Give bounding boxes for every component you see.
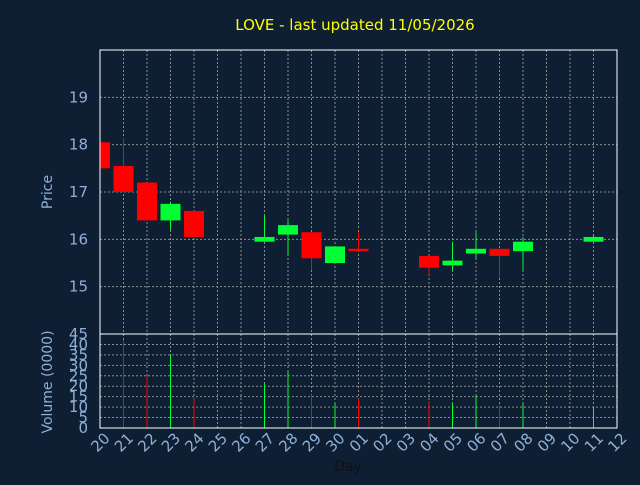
- x-tick-label-21: 21: [111, 429, 137, 455]
- volume-axis-label: Volume (0000): [40, 330, 56, 433]
- x-tick-label-09: 09: [534, 429, 560, 455]
- x-tick-label-22: 22: [134, 429, 160, 455]
- x-tick-label-03: 03: [393, 429, 419, 455]
- plot-frame: [99, 49, 618, 429]
- x-tick-label-30: 30: [322, 429, 348, 455]
- volume-tick-label-45: 45: [69, 325, 88, 343]
- x-tick-label-27: 27: [252, 429, 278, 455]
- price-tick-label-19: 19: [69, 88, 88, 106]
- x-tick-label-06: 06: [463, 429, 489, 455]
- x-tick-label-05: 05: [440, 429, 466, 455]
- candle-body-04: [419, 255, 439, 268]
- volume-tick-label-30: 30: [69, 356, 88, 374]
- candle-body-11: [583, 236, 604, 242]
- chart-title: LOVE - last updated 11/05/2026: [235, 16, 474, 34]
- candle-body-07: [489, 248, 510, 256]
- candle-body-06: [466, 248, 486, 254]
- candle-body-21: [113, 165, 134, 192]
- price-tick-label-17: 17: [69, 183, 88, 201]
- x-tick-label-10: 10: [557, 429, 583, 455]
- candle-body-24: [184, 210, 204, 237]
- volume-tick-label-35: 35: [69, 346, 88, 364]
- x-tick-label-07: 07: [487, 429, 513, 455]
- volume-tick-label-40: 40: [69, 335, 88, 353]
- candle-body-22: [137, 182, 157, 221]
- price-tick-label-16: 16: [69, 230, 88, 248]
- candle-body-27: [254, 236, 275, 242]
- marks-layer: [99, 137, 604, 428]
- x-tick-label-24: 24: [181, 429, 207, 455]
- candle-body-28: [278, 225, 298, 235]
- candle-body-23: [160, 203, 181, 221]
- candle-body-05: [442, 260, 463, 266]
- x-tick-label-26: 26: [228, 429, 254, 455]
- x-tick-label-01: 01: [346, 429, 372, 455]
- volume-tick-label-15: 15: [69, 388, 88, 406]
- x-tick-label-29: 29: [299, 429, 325, 455]
- price-tick-label-18: 18: [69, 136, 88, 154]
- x-tick-label-28: 28: [275, 429, 301, 455]
- price-tick-label-15: 15: [69, 278, 88, 296]
- candle-body-29: [301, 232, 322, 259]
- candle-body-30: [325, 246, 345, 263]
- frame-layer: [99, 49, 618, 429]
- x-tick-label-12: 12: [604, 429, 630, 455]
- volume-tick-label-5: 5: [78, 409, 88, 427]
- x-tick-label-11: 11: [581, 429, 607, 455]
- x-tick-label-23: 23: [158, 429, 184, 455]
- x-tick-label-02: 02: [369, 429, 395, 455]
- candle-body-08: [513, 241, 533, 252]
- volume-tick-label-0: 0: [78, 419, 88, 437]
- volume-tick-label-25: 25: [69, 367, 88, 385]
- x-tick-label-25: 25: [205, 429, 231, 455]
- candle-body-20: [100, 142, 110, 169]
- candle-body-01: [348, 248, 369, 252]
- x-axis-label: Day: [334, 459, 362, 475]
- price-axis-label: Price: [40, 175, 56, 209]
- x-tick-label-08: 08: [510, 429, 536, 455]
- x-tick-label-20: 20: [87, 429, 113, 455]
- volume-tick-label-20: 20: [69, 377, 88, 395]
- x-tick-label-04: 04: [416, 429, 442, 455]
- volume-tick-label-10: 10: [69, 398, 88, 416]
